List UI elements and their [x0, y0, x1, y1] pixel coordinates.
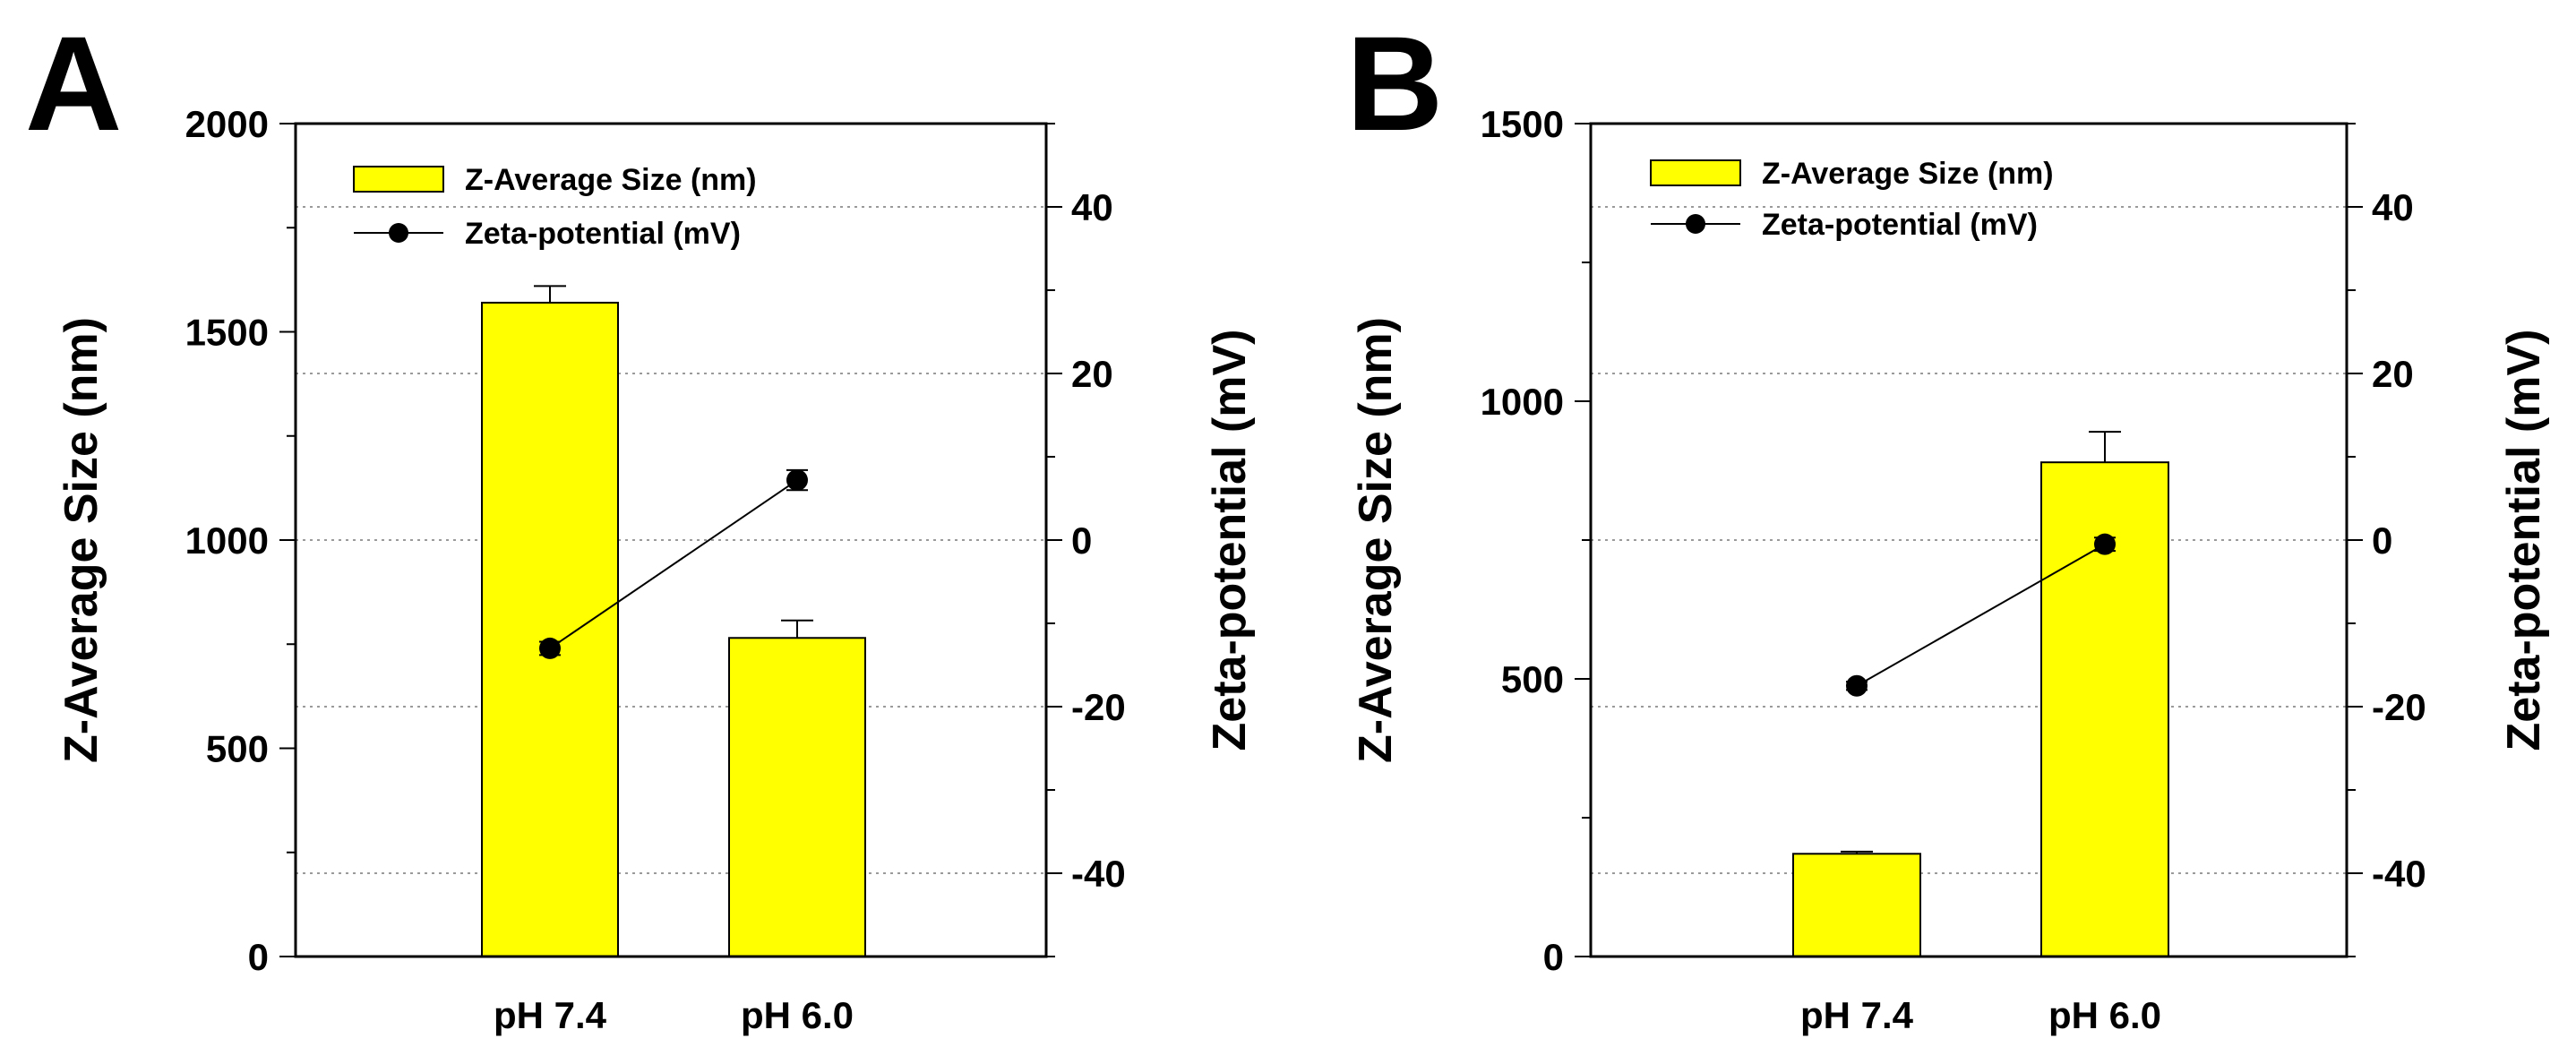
y2-tick-label: 40: [2372, 186, 2414, 228]
x-tick-label: pH 7.4: [1800, 994, 1914, 1036]
legend-label: Z-Average Size (nm): [465, 163, 757, 197]
zeta-line: [549, 479, 798, 649]
y2-tick-label: 20: [2372, 353, 2414, 395]
y-tick-label: 0: [1543, 936, 1564, 978]
x-tick-label: pH 6.0: [741, 994, 854, 1036]
y2-tick-label: -40: [2372, 853, 2426, 895]
y2-axis-title: Zeta-potential (mV): [2498, 330, 2550, 751]
bar: [728, 637, 866, 958]
y-tick-label: 500: [206, 728, 269, 770]
y-tick-label: 2000: [185, 103, 269, 145]
panel-b: B 0 500 1000 1500 -40 -20 0 20 40 pH 7.4 pH 6.0 Z-Av…: [1346, 8, 2550, 1036]
y2-tick-label: 20: [1071, 353, 1113, 395]
x-tick-label: pH 7.4: [494, 994, 607, 1036]
y-axis-title: Z-Average Size (nm): [56, 317, 107, 763]
zeta-line: [1856, 543, 2106, 687]
legend-label: Z-Average Size (nm): [1762, 157, 2054, 191]
x-tick-label: pH 6.0: [2048, 994, 2161, 1036]
y-axis-title: Z-Average Size (nm): [1350, 317, 1402, 763]
bar: [481, 301, 619, 957]
bar: [1792, 853, 1921, 957]
zeta-point: [786, 469, 808, 492]
legend-bar-swatch: [1650, 159, 1741, 186]
legend-point-swatch: [389, 223, 408, 243]
plot-frame: [1589, 122, 2348, 958]
y-tick-label: 1000: [1481, 381, 1564, 423]
y2-tick-label: 0: [2372, 519, 2392, 562]
legend-label: Zeta-potential (mV): [1762, 208, 2038, 242]
y2-axis-title: Zeta-potential (mV): [1204, 330, 1256, 751]
y-tick-label: 500: [1501, 658, 1564, 700]
zeta-point: [539, 637, 561, 659]
y2-tick-label: -20: [2372, 686, 2426, 728]
legend-point-swatch: [1686, 214, 1705, 234]
y-tick-label: 1000: [185, 519, 269, 562]
y-tick-label: 1500: [1481, 103, 1564, 145]
y-tick-label: 1500: [185, 312, 269, 354]
panel-letter: A: [25, 8, 122, 159]
legend-label: Zeta-potential (mV): [465, 217, 741, 251]
y-tick-label: 0: [248, 936, 269, 978]
y2-tick-label: 40: [1071, 186, 1113, 228]
y2-tick-label: 0: [1071, 519, 1092, 562]
panel-letter: B: [1346, 8, 1443, 159]
y2-tick-label: -40: [1071, 853, 1126, 895]
y2-tick-label: -20: [1071, 686, 1126, 728]
zeta-point: [1846, 674, 1868, 697]
zeta-point: [2094, 533, 2116, 555]
legend-bar-swatch: [353, 166, 444, 193]
panel-a: A 0 500 1000 1500 2000 -40 -20 0 20 40 pH 7.4 pH 6.0…: [25, 8, 1256, 1036]
